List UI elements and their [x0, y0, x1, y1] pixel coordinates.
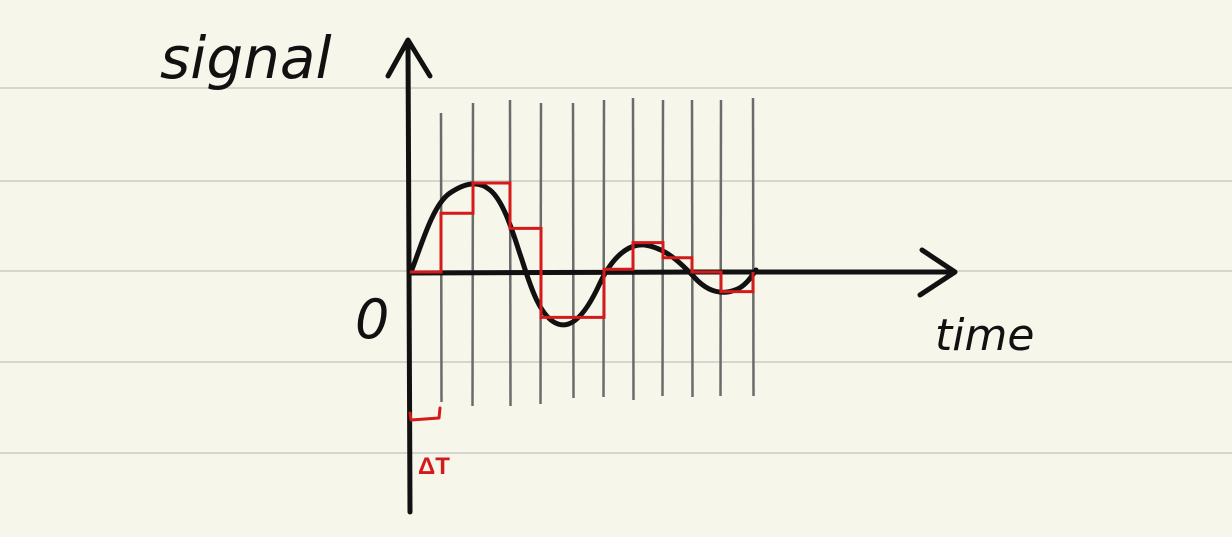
sampling-grid-lines — [439, 97, 755, 407]
y-axis-label: signal — [160, 24, 332, 92]
origin-label: 0 — [355, 288, 389, 351]
y-axis-arrowhead — [385, 37, 433, 79]
delta-t-bracket — [408, 406, 442, 422]
continuous-signal-curve — [408, 181, 759, 328]
sampling-grid-line — [751, 97, 755, 397]
sampling-grid-line — [508, 99, 512, 407]
sampling-grid-line — [719, 99, 723, 397]
sample-and-hold-staircase — [410, 181, 755, 319]
sampling-grid-line — [471, 102, 475, 407]
x-axis-label: time — [935, 310, 1034, 361]
sampling-grid-line — [571, 102, 575, 399]
y-axis — [405, 39, 413, 515]
x-axis-arrowhead — [917, 247, 958, 298]
delta-t-label: ΔT — [418, 453, 450, 480]
x-axis — [407, 269, 955, 276]
sampling-grid-line — [602, 99, 606, 398]
sampling-grid-line — [690, 99, 694, 398]
